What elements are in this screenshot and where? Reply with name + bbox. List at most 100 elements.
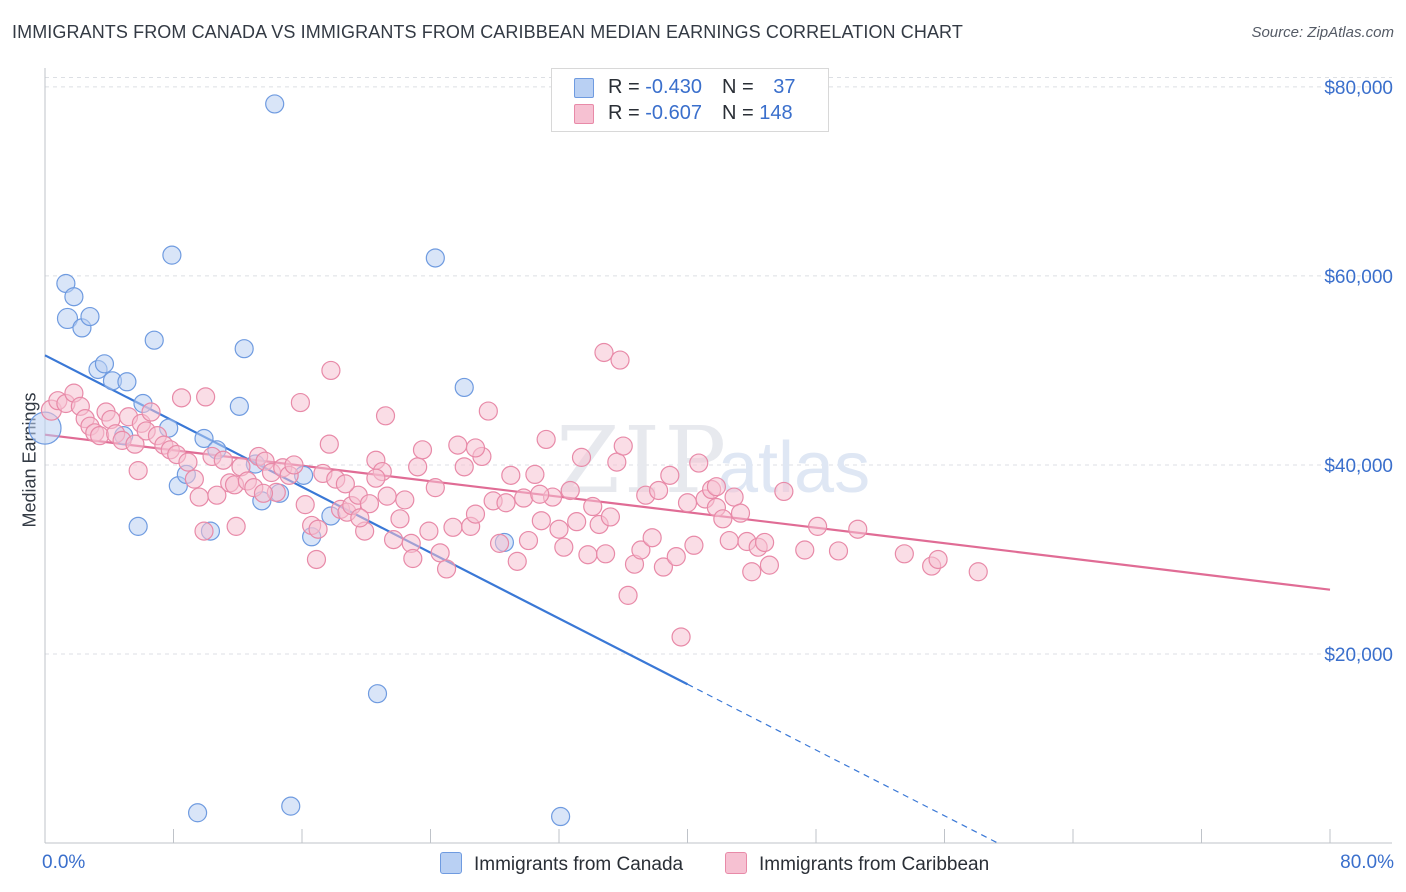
data-point — [684, 535, 704, 555]
data-point — [759, 555, 780, 575]
data-point — [171, 388, 192, 408]
data-point — [530, 484, 550, 504]
data-point — [335, 474, 355, 494]
y-tick-labels: $20,000 $40,000 $60,000 $80,000 — [1324, 78, 1393, 666]
data-point — [719, 530, 739, 551]
data-point — [64, 287, 84, 307]
data-point — [281, 796, 301, 816]
legend-label-canada: Immigrants from Canada — [474, 854, 684, 875]
data-point — [375, 406, 396, 426]
data-point — [666, 547, 686, 567]
data-point — [187, 803, 208, 823]
data-point — [128, 461, 148, 481]
data-point — [125, 434, 145, 454]
data-point — [194, 428, 214, 449]
data-point — [162, 245, 182, 265]
data-point — [390, 509, 410, 529]
data-point — [549, 519, 569, 539]
data-point — [207, 485, 227, 505]
data-point — [350, 508, 370, 528]
data-point — [774, 481, 794, 502]
data-point — [213, 450, 233, 470]
data-point — [436, 559, 457, 579]
legend-r-value-canada: -0.430 — [645, 76, 702, 98]
legend-n-value-canada: 37 — [773, 76, 796, 98]
legend-n-label: N = — [721, 76, 760, 98]
legend-r-value-caribbean: -0.607 — [645, 102, 702, 124]
data-point — [551, 806, 571, 827]
data-point — [90, 426, 110, 446]
data-point — [465, 504, 486, 524]
data-point — [226, 516, 246, 536]
legend-swatch-canada — [574, 78, 594, 98]
data-point — [478, 401, 498, 421]
data-point — [234, 339, 254, 359]
data-point — [366, 468, 386, 488]
data-point — [613, 436, 633, 456]
source-label: Source: ZipAtlas.com — [1251, 24, 1394, 41]
data-point — [968, 562, 988, 582]
data-point — [194, 521, 214, 541]
data-point — [144, 330, 164, 350]
data-point — [660, 465, 680, 485]
data-point — [308, 519, 328, 539]
data-point — [383, 530, 404, 550]
data-point — [607, 452, 627, 472]
data-point — [536, 429, 556, 450]
data-point — [229, 396, 249, 416]
data-point — [367, 684, 388, 704]
data-point — [501, 465, 521, 485]
data-point — [631, 540, 651, 560]
trend-line-canada-extension — [687, 683, 1001, 846]
data-point — [507, 551, 527, 571]
y-tick-label: $60,000 — [1324, 267, 1393, 288]
data-point — [265, 94, 285, 114]
data-point — [610, 350, 630, 370]
data-point — [808, 516, 828, 536]
data-point — [795, 540, 815, 560]
data-point — [412, 440, 433, 460]
y-tick-label: $20,000 — [1324, 645, 1393, 666]
legend-item-canada: Immigrants from Canada — [440, 852, 683, 876]
data-point — [454, 377, 474, 398]
data-point — [594, 342, 614, 363]
data-point — [56, 307, 79, 330]
data-points — [28, 94, 988, 827]
data-point — [496, 493, 516, 513]
series-caribbean — [40, 342, 988, 647]
data-point — [653, 557, 674, 577]
data-point — [377, 486, 397, 506]
legend-label-caribbean: Immigrants from Caribbean — [759, 854, 990, 875]
data-point — [319, 434, 339, 454]
data-point — [894, 544, 914, 564]
data-point — [848, 519, 868, 539]
chart-title: IMMIGRANTS FROM CANADA VS IMMIGRANTS FRO… — [12, 22, 963, 42]
y-tick-label: $40,000 — [1324, 456, 1393, 477]
legend-swatch-caribbean — [574, 104, 594, 124]
data-point — [403, 548, 423, 569]
data-point — [430, 543, 450, 563]
data-point — [178, 452, 198, 472]
legend-swatch-canada-bottom — [440, 852, 462, 874]
gridlines — [45, 76, 1392, 655]
data-point — [465, 438, 486, 458]
data-point — [600, 507, 621, 527]
data-point — [128, 516, 148, 536]
legend-r-label: R = — [608, 102, 646, 124]
data-point — [578, 545, 598, 565]
legend-n-label: N = — [721, 102, 760, 124]
stats-legend: R = -0.430 N = 37 R = -0.607 N = 148 — [551, 68, 829, 132]
legend-r-label: R = — [608, 76, 646, 98]
data-point — [454, 457, 474, 477]
data-point — [689, 453, 709, 473]
data-point — [94, 354, 115, 374]
data-point — [571, 447, 592, 467]
x-tick-label-max: 80.0% — [1340, 852, 1394, 873]
data-point — [117, 372, 137, 392]
axes — [44, 68, 1392, 844]
legend-n-value-caribbean: 148 — [759, 102, 793, 124]
data-point — [306, 549, 327, 570]
data-point — [671, 627, 691, 647]
data-point — [184, 469, 204, 489]
